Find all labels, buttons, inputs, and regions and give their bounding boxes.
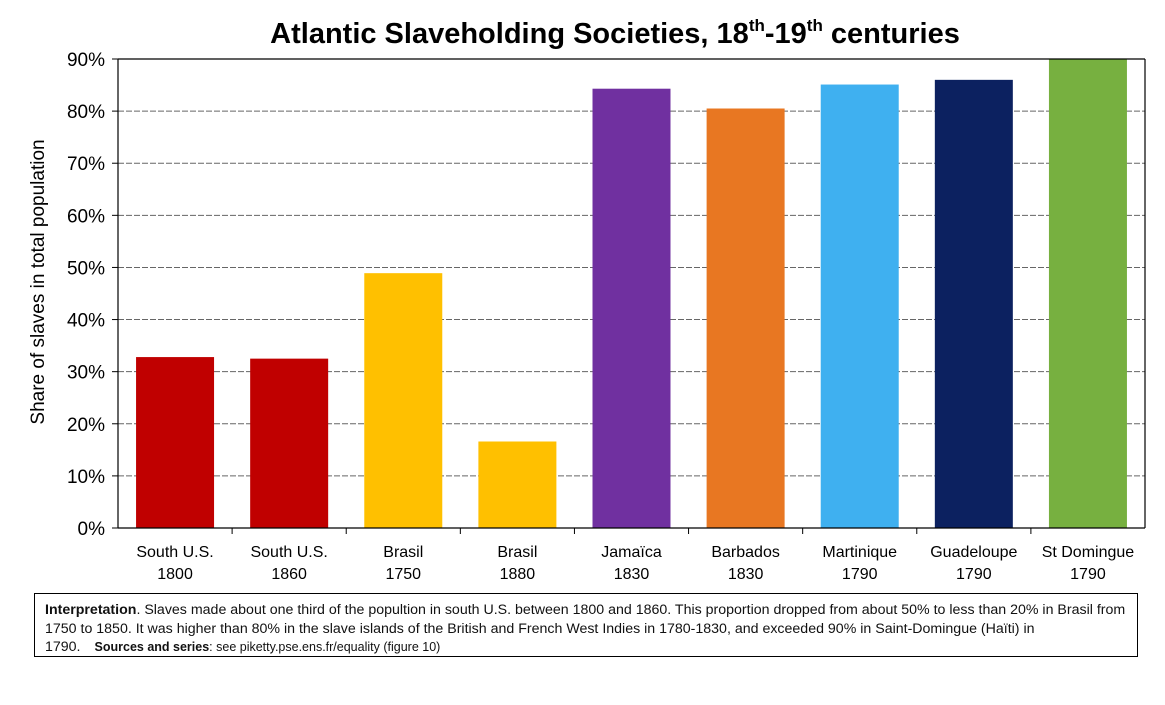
chart-title: Atlantic Slaveholding Societies, 18th-19… [270,16,960,50]
y-axis-label: Share of slaves in total population [28,139,49,424]
bars [136,59,1127,528]
x-tick-label: South U.S. [136,544,213,561]
y-tick-label: 80% [67,102,105,123]
x-tick-year: 1790 [1070,566,1106,583]
note-text: . Slaves made about one third of the pop… [45,602,1126,655]
x-tick-year: 1830 [614,566,650,583]
x-tick-label: St Domingue [1042,544,1135,561]
bar [136,357,215,528]
bar [820,84,899,528]
x-tick-year: 1830 [728,566,764,583]
y-tick-label: 60% [67,206,105,227]
note-source: Sources and series: see piketty.pse.ens.… [94,640,441,654]
x-tick-labels: South U.S. 1800 South U.S. 1860 Brasil 1750 Br… [136,544,1134,583]
bar [478,441,557,528]
bar [934,79,1013,528]
x-tick-year: 1800 [157,566,193,583]
bar-chart: 0% 10% 20% 30% 40% 50% 60% 70% 80% 90% South U.S.… [28,50,1146,583]
y-tick-label: 70% [67,154,105,175]
x-tick-label: Jamaïca [601,544,662,561]
y-tick-label: 40% [67,311,105,332]
bar [706,108,785,528]
x-tick-year: 1880 [500,566,536,583]
bar [1048,59,1127,528]
y-tick-label: 10% [67,467,105,488]
x-tick-label: South U.S. [250,544,327,561]
x-tick-year: 1750 [385,566,421,583]
bar [250,358,329,528]
x-tick-year: 1860 [271,566,307,583]
y-tick-label: 30% [67,363,105,384]
y-tick-label: 20% [67,415,105,436]
y-tick-label: 0% [78,519,106,540]
x-tick-label: Brasil [383,544,423,561]
y-tick-label: 50% [67,258,105,279]
y-tick-label: 90% [67,50,105,71]
x-tick-label: Martinique [822,544,897,561]
x-tick-label: Brasil [497,544,537,561]
axes [112,58,1146,534]
x-tick-label: Barbados [711,544,780,561]
y-tick-labels: 0% 10% 20% 30% 40% 50% 60% 70% 80% 90% [67,50,105,540]
bar [364,273,443,528]
interpretation-note: Interpretation. Slaves made about one th… [34,593,1138,657]
x-tick-label: Guadeloupe [930,544,1017,561]
x-tick-year: 1790 [956,566,992,583]
bar [592,88,671,528]
x-tick-year: 1790 [842,566,878,583]
note-lead: Interpretation [45,602,137,618]
